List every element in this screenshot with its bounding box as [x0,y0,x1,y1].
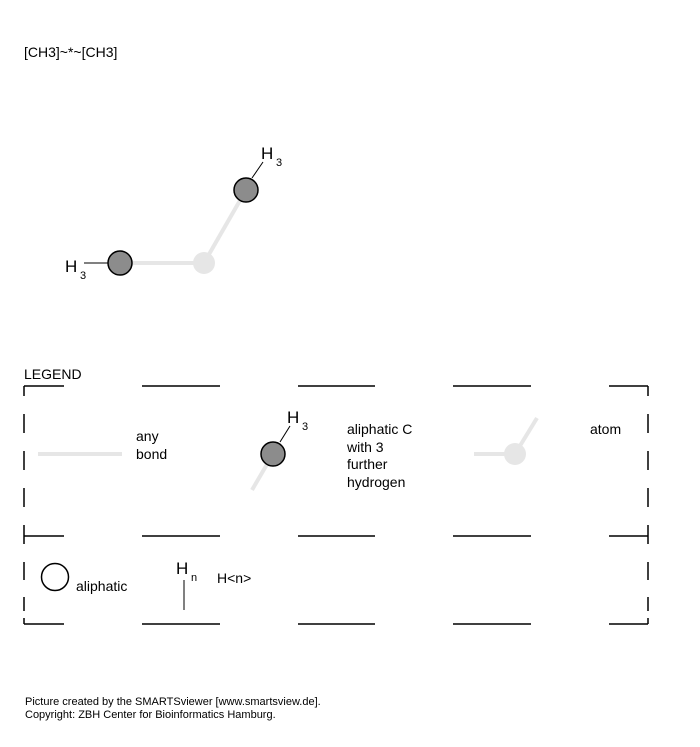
any-bond-right [202,189,248,264]
molecule: H 3 H 3 [65,144,282,282]
legend-aliphatic-label: aliphatic [76,578,127,594]
ch3-atom-top [233,177,259,203]
legend-ch3-h-label: H [287,408,299,427]
legend-aliphatic-c-line1: aliphatic C [347,421,412,437]
legend-atom-label: atom [590,421,621,437]
legend-aliphatic-c-line4: hydrogen [347,474,405,490]
legend-aliphatic-symbol [40,562,70,592]
legend-ch3-h-count: 3 [302,421,308,433]
legend-any-bond-line1: any [136,428,159,444]
h-bond-top [251,161,264,179]
smarts-string: [CH3]~*~[CH3] [24,44,117,60]
legend-hn-h-label: H [176,559,188,578]
h-count-left: 3 [80,270,86,282]
legend-box [23,385,649,625]
footer-copyright: Copyright: ZBH Center for Bioinformatics… [25,709,276,721]
h-label-top: H [261,144,273,163]
h-count-top: 3 [276,157,282,169]
legend-title: LEGEND [24,366,82,382]
legend-aliphatic-c-line3: further [347,456,388,472]
h-label-left: H [65,257,77,276]
ch3-atom-left [107,250,133,276]
legend-ch3-h-bond [279,425,291,443]
legend-hn-subscript: n [191,572,197,584]
footer-credit: Picture created by the SMARTSviewer [www… [25,696,321,708]
legend-ch3-atom [260,441,286,467]
legend-atom-symbol [504,443,526,465]
legend-aliphatic-c-line2: with 3 [346,439,384,455]
any-atom-node [193,252,215,274]
legend-any-bond-line2: bond [136,446,167,462]
legend-hn-label: H<n> [217,570,251,586]
